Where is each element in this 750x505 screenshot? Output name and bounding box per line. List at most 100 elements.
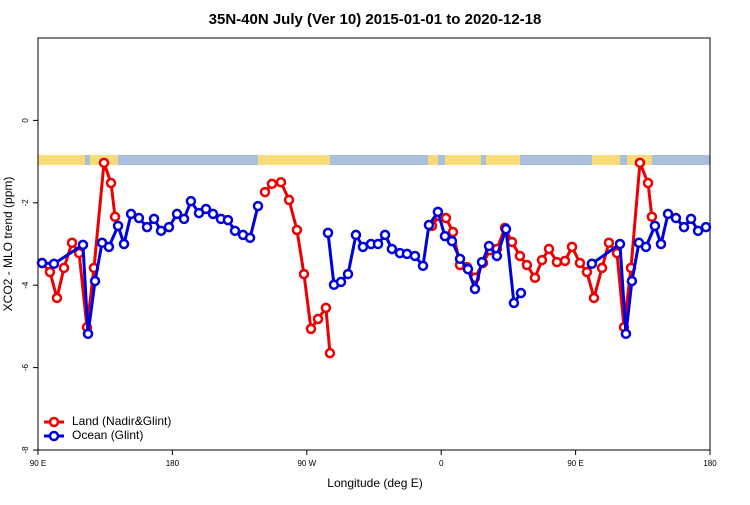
data-point	[500, 223, 512, 235]
legend-label: Land (Nadir&Glint)	[72, 414, 171, 428]
data-point	[89, 275, 101, 287]
data-point	[469, 283, 481, 295]
data-point	[322, 227, 334, 239]
x-tick-label: 180	[703, 459, 717, 468]
data-point	[305, 323, 317, 335]
data-point	[462, 263, 474, 275]
data-point	[125, 208, 137, 220]
surface-band	[38, 155, 710, 165]
data-point	[298, 268, 310, 280]
data-point	[372, 238, 384, 250]
data-point	[291, 224, 303, 236]
data-point	[109, 211, 121, 223]
data-point	[491, 250, 503, 262]
data-point	[662, 208, 674, 220]
data-point	[320, 302, 332, 314]
data-point	[483, 240, 495, 252]
data-point	[105, 177, 117, 189]
data-point	[259, 186, 271, 198]
data-point	[626, 275, 638, 287]
data-point	[536, 254, 548, 266]
land-band	[428, 155, 438, 165]
chart-title: 35N-40N July (Ver 10) 2015-01-01 to 2020…	[209, 11, 542, 28]
data-point	[454, 253, 466, 265]
legend-box	[40, 412, 183, 446]
y-axis-label: XCO2 - MLO trend (ppm)	[1, 177, 15, 312]
data-point	[551, 256, 563, 268]
data-point	[51, 292, 63, 304]
data-point	[423, 219, 435, 231]
data-point	[386, 243, 398, 255]
data-point	[98, 157, 110, 169]
data-point	[112, 220, 124, 232]
data-point	[178, 213, 190, 225]
data-point	[312, 313, 324, 325]
land-band	[258, 155, 330, 165]
data-point	[252, 200, 264, 212]
data-point	[283, 194, 295, 206]
data-point	[244, 232, 256, 244]
data-point	[649, 220, 661, 232]
data-point	[646, 211, 658, 223]
x-tick-label: 180	[166, 459, 180, 468]
data-point	[521, 259, 533, 271]
data-point	[692, 225, 704, 237]
legend: Land (Nadir&Glint)Ocean (Glint)	[40, 412, 183, 446]
land-band	[486, 155, 520, 165]
x-tick-label: 90 E	[30, 459, 46, 468]
data-point	[529, 272, 541, 284]
data-point	[603, 237, 615, 249]
data-point	[379, 229, 391, 241]
data-point	[207, 208, 219, 220]
data-point	[508, 297, 520, 309]
data-point	[655, 238, 667, 250]
data-point	[171, 208, 183, 220]
x-axis-label: Longitude (deg E)	[327, 476, 422, 490]
y-tick-label: -4	[21, 281, 30, 289]
data-point	[155, 225, 167, 237]
data-point	[543, 243, 555, 255]
x-tick-label: 90 W	[297, 459, 316, 468]
y-tick-label: -8	[21, 446, 30, 454]
data-point	[440, 212, 452, 224]
data-point	[266, 178, 278, 190]
data-point	[148, 213, 160, 225]
land-band	[592, 155, 620, 165]
legend-marker	[48, 430, 60, 442]
legend-marker	[48, 416, 60, 428]
data-point	[141, 221, 153, 233]
data-point	[588, 292, 600, 304]
data-point	[44, 266, 56, 278]
data-point	[566, 241, 578, 253]
data-point	[229, 225, 241, 237]
data-point	[335, 276, 347, 288]
data-point	[58, 262, 70, 274]
data-point	[342, 268, 354, 280]
data-point	[82, 328, 94, 340]
data-point	[446, 235, 458, 247]
data-point	[634, 157, 646, 169]
y-tick-label: -6	[21, 363, 30, 371]
data-point	[222, 214, 234, 226]
y-tick-label: 0	[21, 118, 30, 123]
land-band	[445, 155, 481, 165]
data-point	[200, 203, 212, 215]
data-point	[700, 221, 712, 233]
data-point	[417, 260, 429, 272]
data-point	[103, 241, 115, 253]
y-tick-label: -2	[21, 199, 30, 207]
data-point	[596, 262, 608, 274]
legend-label: Ocean (Glint)	[72, 428, 143, 442]
data-point	[36, 257, 48, 269]
land-band	[38, 155, 85, 165]
data-point	[324, 347, 336, 359]
data-point	[409, 250, 421, 262]
data-point	[620, 328, 632, 340]
data-point	[118, 238, 130, 250]
ocean-band	[38, 155, 710, 165]
data-point	[432, 206, 444, 218]
data-point	[514, 250, 526, 262]
data-point	[581, 266, 593, 278]
data-point	[66, 237, 78, 249]
